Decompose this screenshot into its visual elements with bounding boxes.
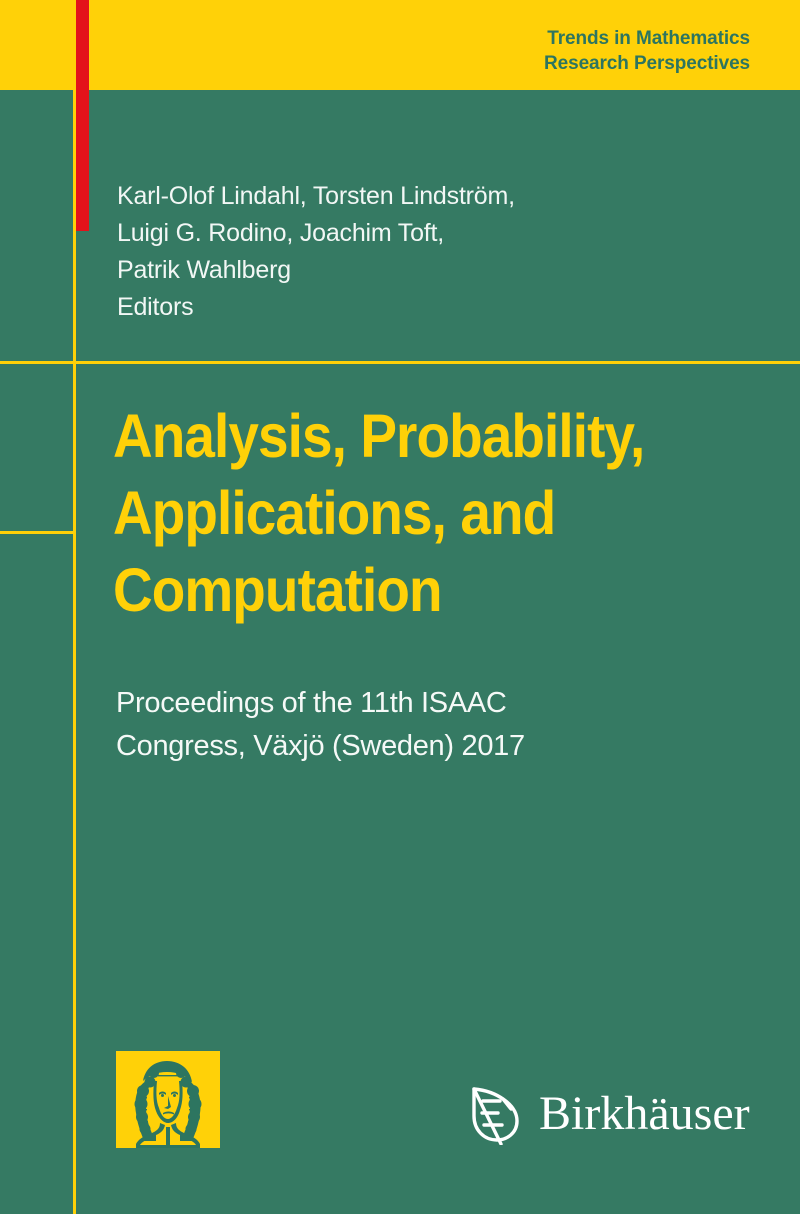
editors-block: Karl-Olof Lindahl, Torsten Lindström, Lu… (117, 178, 515, 326)
horizontal-divider-short (0, 531, 76, 534)
title-line-1: Analysis, Probability, (113, 402, 645, 470)
red-accent-stripe (76, 0, 89, 231)
leaf-icon (467, 1083, 525, 1145)
vertical-divider (73, 0, 76, 1214)
subtitle-line-2: Congress, Växjö (Sweden) 2017 (116, 730, 525, 762)
title-line-2: Applications, and (113, 479, 556, 547)
publisher-name: Birkhäuser (539, 1087, 750, 1140)
horizontal-divider-main (0, 361, 800, 364)
top-yellow-band (0, 0, 800, 90)
book-subtitle: Proceedings of the 11th ISAAC Congress, … (116, 682, 525, 768)
editors-line-1: Karl-Olof Lindahl, Torsten Lindström, (117, 182, 515, 210)
book-title: Analysis, Probability, Applications, and… (113, 398, 645, 629)
series-line-1: Trends in Mathematics (547, 28, 750, 49)
editors-line-2: Luigi G. Rodino, Joachim Toft, (117, 219, 445, 247)
series-title: Trends in Mathematics Research Perspecti… (544, 26, 750, 76)
subtitle-line-1: Proceedings of the 11th ISAAC (116, 687, 507, 719)
title-line-3: Computation (113, 556, 442, 624)
series-line-2: Research Perspectives (544, 53, 750, 74)
newton-portrait-icon (116, 1051, 220, 1148)
publisher-logo: Birkhäuser (467, 1083, 750, 1145)
editors-role-label: Editors (117, 293, 194, 321)
editors-line-3: Patrik Wahlberg (117, 256, 291, 284)
